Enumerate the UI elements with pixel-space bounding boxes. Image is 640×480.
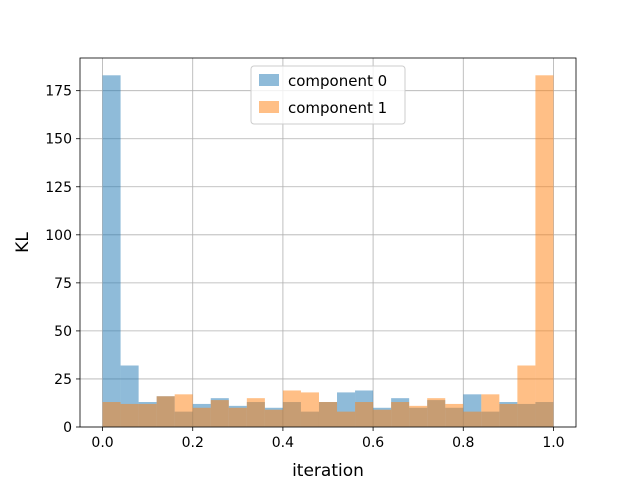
y-tick-label-0: 0 [63, 420, 72, 436]
y-tick-label-3: 75 [54, 276, 72, 292]
bar-series-1-bin-7 [228, 407, 247, 427]
bar-series-1-bin-24 [535, 75, 554, 427]
y-tick-label-4: 100 [45, 228, 72, 244]
legend-label-component-1: component 1 [288, 99, 387, 117]
bar-series-1-bin-17 [409, 405, 428, 427]
legend: component 0 component 1 [250, 65, 406, 125]
x-tick-label-0: 0.0 [91, 435, 113, 451]
y-tick-label-7: 175 [45, 84, 72, 100]
bar-series-1-bin-5 [192, 407, 211, 427]
bar-series-1-bin-15 [373, 409, 392, 427]
y-tick-label-5: 125 [45, 180, 72, 196]
plot-frame [79, 57, 577, 428]
legend-swatch-component-1 [259, 101, 279, 113]
x-tick-label-1: 0.2 [182, 435, 204, 451]
axes-layer [79, 57, 577, 428]
x-axis-label: iteration [292, 461, 364, 480]
x-tick-label-3: 0.6 [362, 435, 384, 451]
bar-series-1-bin-12 [318, 402, 338, 427]
bar-series-1-bin-23 [517, 365, 536, 427]
bar-series-1-bin-13 [337, 411, 356, 427]
bar-series-1-bin-20 [463, 411, 482, 427]
bar-series-1-bin-21 [481, 394, 500, 427]
bar-series-0-bin-0 [102, 75, 121, 427]
bar-series-1-bin-6 [210, 400, 229, 427]
y-tick-label-2: 50 [54, 324, 72, 340]
legend-swatch-component-0 [259, 74, 279, 86]
bar-series-1-bin-4 [174, 394, 193, 427]
bar-series-1-bin-3 [156, 396, 175, 427]
bar-series-1-bin-2 [138, 403, 157, 427]
ticks-layer: 0.0 0.2 0.4 0.6 0.8 1.0 0 25 50 75 100 125 150 175 [45, 84, 564, 451]
x-tick-label-2: 0.4 [272, 435, 294, 451]
x-tick-label-4: 0.8 [452, 435, 474, 451]
bar-series-1-bin-10 [282, 390, 301, 427]
y-tick-label-6: 150 [45, 132, 72, 148]
bar-series-1-bin-0 [102, 402, 121, 427]
bar-series-1-bin-19 [445, 403, 464, 427]
y-tick-label-1: 25 [54, 372, 72, 388]
bar-series-1-bin-18 [427, 398, 446, 427]
bar-series-1-bin-22 [499, 403, 518, 427]
bar-series-1-bin-9 [264, 409, 283, 427]
bars-layer [102, 75, 554, 427]
y-axis-label: KL [13, 232, 33, 253]
bar-series-1-bin-11 [300, 392, 319, 427]
bar-series-1-bin-1 [120, 403, 139, 427]
bar-series-1-bin-16 [391, 402, 410, 427]
bar-series-1-bin-14 [355, 402, 374, 427]
bar-series-1-bin-8 [246, 398, 265, 427]
x-tick-label-5: 1.0 [542, 435, 564, 451]
legend-label-component-0: component 0 [288, 72, 387, 90]
legend-box [250, 65, 406, 125]
